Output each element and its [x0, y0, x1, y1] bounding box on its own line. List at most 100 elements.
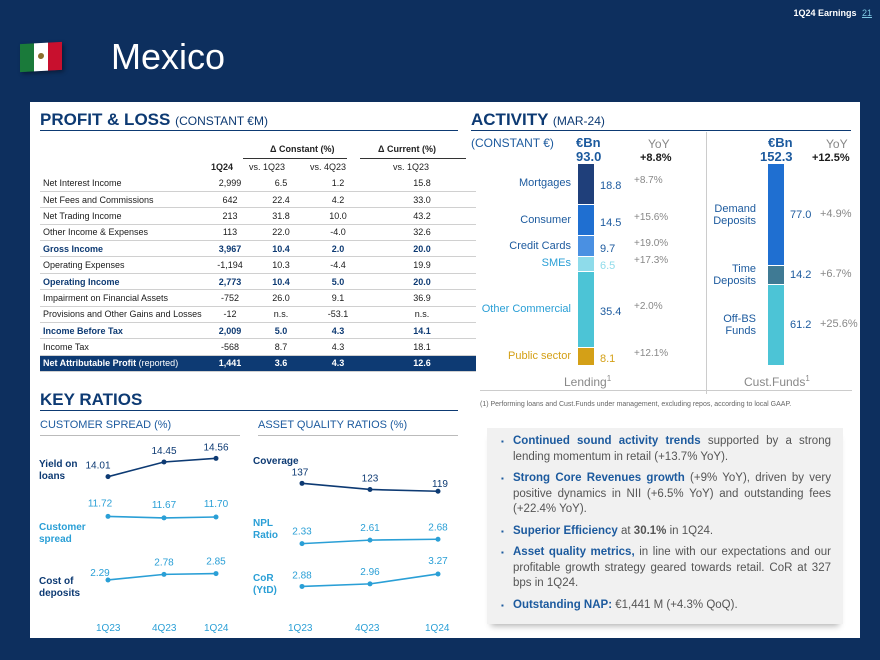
footnote: (1) Performing loans and Cust.Funds unde… [480, 401, 792, 408]
pl-cell: 33.0 [368, 191, 476, 209]
cost-point [161, 571, 167, 577]
pl-cell: 4.3 [308, 355, 368, 373]
funds-item-yoy: +6.7% [820, 268, 852, 281]
lending-item-name: Public sector [508, 350, 571, 363]
pl-cell: 22.4 [254, 191, 308, 209]
coverage-value: 137 [292, 467, 309, 478]
activity-divider [471, 130, 851, 131]
section-label: 1Q24 Earnings [793, 8, 857, 18]
pl-cell: 5.0 [254, 322, 308, 340]
npl-value: 2.68 [428, 522, 448, 533]
funds-item-name: Off-BS Funds [723, 313, 756, 338]
pl-cell: 26.0 [254, 289, 308, 307]
pl-row: Impairment on Financial Assets -752 26.0 9.… [40, 289, 476, 307]
pl-row: Net Interest Income 2,999 6.5 1.2 15.8 [40, 175, 476, 192]
pl-cell: 4.2 [308, 191, 368, 209]
pl-row-label: Operating Expenses [40, 256, 206, 274]
funds-item-value: 77.0 [790, 209, 812, 222]
lending-item-name: Other Commercial [481, 302, 571, 315]
pl-cell: n.s. [368, 306, 476, 324]
pl-row-label: Impairment on Financial Assets [40, 289, 206, 307]
pl-cell: 14.1 [368, 322, 476, 340]
activity-bar-segment [578, 204, 594, 236]
pl-row-label: Income Before Tax [40, 322, 206, 340]
highlights-box: Continued sound activity trends supporte… [487, 428, 843, 624]
yield-point [213, 455, 219, 461]
pl-cell: 9.1 [308, 289, 368, 307]
lending-item-value: 6.5 [600, 260, 616, 273]
pl-cell: 31.8 [254, 207, 308, 225]
cor-value: 3.27 [428, 556, 448, 567]
highlight-bullet: Strong Core Revenues growth (+9% YoY), d… [501, 471, 831, 518]
ratios-title: KEY RATIOS [40, 390, 143, 409]
pl-cell: 19.9 [368, 256, 476, 274]
pl-row-label: Net Interest Income [40, 175, 206, 192]
lending-item-value: 14.5 [600, 216, 622, 229]
pl-row-label: Operating Income [40, 273, 206, 291]
yield-value: 14.45 [151, 446, 176, 457]
col-vs1q23: vs. 1Q23 [249, 162, 286, 172]
delta-current-header: Δ Current (%) [378, 144, 436, 154]
lending-item-name: SMEs [541, 257, 571, 270]
yield-value: 14.56 [203, 442, 228, 453]
npl-point [299, 541, 305, 547]
lending-item-yoy: +19.0% [634, 237, 669, 249]
pl-cell: 20.0 [368, 273, 476, 291]
pl-row: Net Fees and Commissions 642 22.4 4.2 33.0 [40, 191, 476, 209]
pl-title: PROFIT & LOSS (CONSTANT €M) [40, 110, 268, 129]
col-vs4q23: vs. 4Q23 [310, 162, 347, 172]
spread-value: 11.67 [152, 500, 177, 511]
coverage-label: Coverage [253, 456, 299, 467]
pl-cell: 113 [206, 224, 254, 242]
lending-unit: €Bn [576, 135, 601, 150]
yield-on-loans-label: Yield on loans [39, 459, 78, 482]
pl-cell: 12.6 [368, 355, 476, 373]
pl-row: Net Trading Income 213 31.8 10.0 43.2 [40, 207, 476, 225]
lending-axis-label: Lending1 [564, 374, 612, 389]
pl-cell: 10.0 [308, 207, 368, 225]
pl-cell: 5.0 [308, 273, 368, 291]
pl-row: Income Tax -568 8.7 4.3 18.1 [40, 338, 476, 356]
pl-table: Net Interest Income 2,999 6.5 1.2 15.8 Net Fe… [40, 175, 476, 373]
cor-label: CoR (YtD) [253, 573, 277, 596]
pl-cell: -752 [206, 289, 254, 307]
cost-value: 2.29 [90, 568, 110, 579]
lending-item-name: Credit Cards [509, 239, 571, 252]
pl-cell: -1,194 [206, 256, 254, 274]
pl-cell: 1,441 [206, 355, 254, 373]
cost-point [105, 577, 111, 583]
coverage-point [299, 480, 305, 486]
funds-item-yoy: +25.6% [820, 318, 858, 331]
funds-unit: €Bn [768, 135, 793, 150]
quality-axis-1q24: 1Q24 [425, 623, 450, 634]
ratio-lines: 14.01 14.45 14.56 11.72 11.67 11.70 2.29 2.78 2.… [85, 442, 448, 589]
activity-title: ACTIVITY (MAR-24) [471, 110, 605, 129]
lending-total-yoy: +8.8% [640, 152, 672, 164]
coverage-point [435, 488, 441, 494]
activity-bar-segment [768, 266, 784, 284]
pl-cell: 3.6 [254, 355, 308, 373]
customer-spread-label: Customer spread [39, 522, 86, 545]
pl-cell: 8.7 [254, 338, 308, 356]
npl-point [435, 536, 441, 542]
cor-value: 2.88 [292, 570, 312, 581]
quality-axis-1q23: 1Q23 [288, 623, 313, 634]
pl-cell: 32.6 [368, 224, 476, 242]
funds-axis-label: Cust.Funds1 [744, 374, 810, 389]
spread-subtitle: CUSTOMER SPREAD (%) [40, 419, 172, 431]
spread-point [213, 514, 219, 520]
lending-item-yoy: +12.1% [634, 348, 669, 360]
quality-subtitle: ASSET QUALITY RATIOS (%) [258, 419, 408, 431]
pl-cell: 20.0 [368, 240, 476, 258]
pl-cell: -568 [206, 338, 254, 356]
lending-item-yoy: +2.0% [634, 300, 663, 312]
pl-cell: 10.4 [254, 273, 308, 291]
pl-row-label: Net Fees and Commissions [40, 191, 206, 209]
pl-row: Operating Income 2,773 10.4 5.0 20.0 [40, 273, 476, 291]
pl-cell: 4.3 [308, 338, 368, 356]
pl-cell: 6.5 [254, 175, 308, 192]
pl-row-label: Gross Income [40, 240, 206, 258]
page-header: 1Q24 Earnings 21 [793, 8, 872, 18]
highlight-bullet: Asset quality metrics, in line with our … [501, 545, 831, 592]
pl-row-label: Income Tax [40, 338, 206, 356]
